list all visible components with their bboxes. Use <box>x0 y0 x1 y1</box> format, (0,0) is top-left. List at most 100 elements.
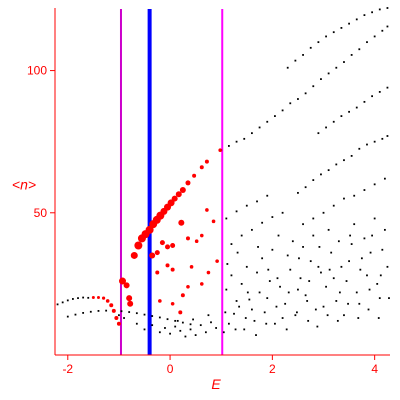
black-data-point <box>325 126 327 129</box>
red-data-point <box>116 321 121 326</box>
black-data-point <box>371 11 373 14</box>
black-data-point <box>245 204 248 207</box>
black-data-point <box>291 240 294 243</box>
black-data-point <box>294 59 297 62</box>
black-data-point <box>325 285 327 288</box>
black-data-point <box>338 291 341 294</box>
black-data-point <box>215 327 218 329</box>
black-data-point <box>312 85 315 88</box>
x-tick-label: 4 <box>371 362 378 376</box>
red-data-point <box>149 252 156 259</box>
black-data-point <box>87 296 90 299</box>
black-data-point <box>289 102 292 105</box>
black-data-point <box>233 312 235 315</box>
black-data-point <box>357 317 360 319</box>
black-data-point <box>318 246 321 248</box>
black-data-point <box>236 251 239 254</box>
black-data-point <box>368 288 371 291</box>
black-data-point <box>348 260 350 263</box>
black-data-point <box>386 7 389 9</box>
black-data-point <box>261 257 264 260</box>
black-data-point <box>151 315 154 317</box>
black-data-point <box>371 95 373 98</box>
black-data-point <box>358 147 361 150</box>
red-data-point <box>109 303 114 308</box>
black-data-point <box>158 331 161 334</box>
black-data-point <box>355 106 358 109</box>
red-data-point <box>205 208 209 212</box>
red-data-point <box>211 219 216 224</box>
black-data-point <box>243 328 246 331</box>
black-data-point <box>97 310 100 312</box>
black-data-point <box>89 310 92 313</box>
black-data-point <box>379 274 382 277</box>
black-data-point <box>322 305 325 308</box>
black-data-point <box>169 332 171 335</box>
black-data-point <box>123 317 125 319</box>
black-data-point <box>312 179 315 181</box>
black-data-point <box>332 120 335 123</box>
black-data-point <box>210 321 212 324</box>
black-data-point <box>373 183 376 186</box>
black-data-point <box>176 319 179 322</box>
black-data-point <box>307 319 310 322</box>
black-data-point <box>235 300 238 302</box>
black-data-point <box>289 268 292 271</box>
black-data-point <box>383 228 386 231</box>
red-data-point <box>170 267 175 272</box>
black-data-point <box>230 243 233 245</box>
red-data-point <box>185 236 190 241</box>
red-data-point <box>178 310 183 315</box>
black-data-point <box>61 301 64 304</box>
red-data-point <box>114 316 119 321</box>
black-data-point <box>245 265 248 268</box>
black-data-point <box>151 324 154 327</box>
black-data-point <box>274 115 276 117</box>
black-data-point <box>314 308 317 311</box>
black-data-point <box>373 217 376 220</box>
black-data-point <box>279 285 281 288</box>
black-data-point <box>337 240 340 243</box>
black-data-point <box>376 282 379 285</box>
black-data-point <box>327 72 330 75</box>
red-data-point <box>158 299 162 303</box>
black-data-point <box>281 317 284 319</box>
black-data-point <box>359 268 362 271</box>
red-data-point <box>179 187 186 194</box>
black-data-point <box>377 317 380 319</box>
red-data-point <box>123 282 130 289</box>
x-tick-label: -2 <box>62 362 73 376</box>
black-data-point <box>308 280 311 282</box>
black-data-point <box>316 325 319 328</box>
black-data-point <box>225 288 228 291</box>
black-data-point <box>335 163 338 166</box>
red-data-point <box>165 244 171 250</box>
red-data-point <box>130 251 138 259</box>
black-data-point <box>287 291 290 294</box>
black-data-point <box>330 251 333 254</box>
red-data-point <box>167 199 175 207</box>
black-data-point <box>332 31 335 34</box>
red-data-point <box>185 180 191 186</box>
y-tick-label: 50 <box>34 206 48 220</box>
black-data-point <box>227 322 230 325</box>
black-data-point <box>82 312 85 314</box>
black-data-point <box>284 302 287 305</box>
black-data-point <box>297 191 299 194</box>
black-data-point <box>348 110 350 113</box>
black-data-point <box>327 228 330 231</box>
black-data-point <box>320 173 322 176</box>
black-data-point <box>135 312 138 315</box>
black-point-series <box>56 7 390 338</box>
reference-lines <box>119 9 224 355</box>
black-data-point <box>340 27 343 29</box>
red-data-point <box>96 296 100 300</box>
black-data-point <box>266 194 269 197</box>
axes <box>54 8 390 356</box>
black-data-point <box>369 251 372 254</box>
black-data-point <box>343 159 345 162</box>
black-data-point <box>235 210 238 213</box>
black-data-point <box>360 257 363 260</box>
black-data-point <box>335 66 338 69</box>
